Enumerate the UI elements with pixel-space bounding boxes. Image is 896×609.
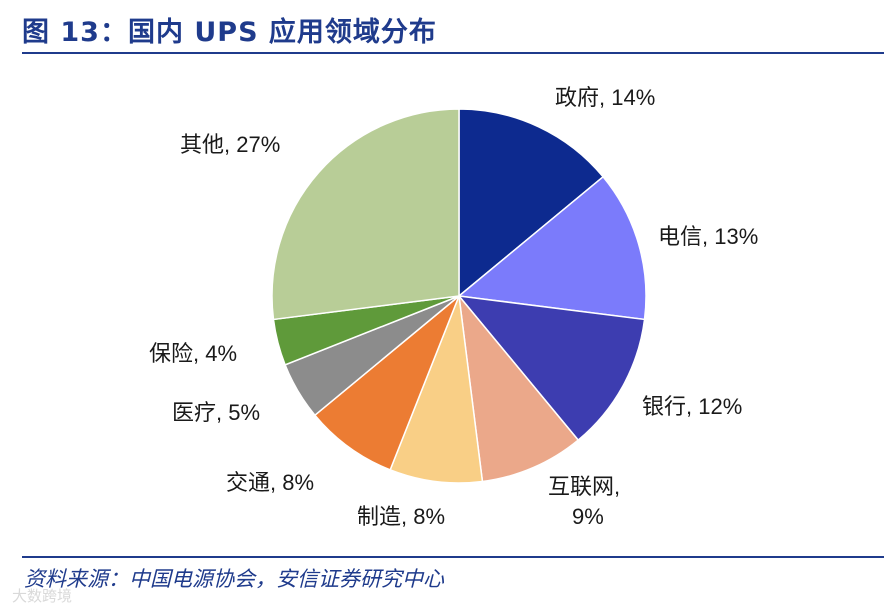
page-title: 图 13：国内 UPS 应用领域分布 bbox=[22, 17, 437, 48]
label-internet: 互联网, bbox=[548, 474, 620, 499]
label-gov: 政府, 14% bbox=[555, 85, 655, 110]
watermark: 大数跨境 bbox=[12, 587, 73, 605]
label-medical: 医疗, 5% bbox=[172, 400, 260, 425]
slice-gov bbox=[458, 108, 605, 298]
pie-labels: 政府, 14% 电信, 13% 银行, 12% 互联网, 9% 制造, 8% 交通, 8% 医… bbox=[149, 85, 758, 529]
pie-slices bbox=[271, 108, 647, 484]
footer-divider bbox=[22, 556, 884, 558]
label-bank: 银行, 12% bbox=[642, 394, 742, 419]
slice-internet bbox=[457, 293, 580, 483]
label-insurance: 保险, 4% bbox=[149, 341, 237, 366]
slice-manufacturing bbox=[389, 295, 484, 484]
slice-transport bbox=[313, 295, 460, 471]
label-internet-value: 9% bbox=[572, 504, 604, 529]
label-manufacturing: 制造, 8% bbox=[357, 504, 445, 529]
label-transport: 交通, 8% bbox=[226, 470, 314, 495]
label-other: 其他, 27% bbox=[180, 132, 280, 157]
source-note: 资料来源：中国电源协会，安信证券研究中心 bbox=[24, 567, 444, 591]
slice-bank bbox=[457, 295, 646, 442]
title-divider bbox=[22, 52, 884, 54]
slice-other bbox=[271, 108, 460, 321]
label-telecom: 电信, 13% bbox=[658, 224, 758, 249]
slice-telecom bbox=[457, 175, 647, 321]
